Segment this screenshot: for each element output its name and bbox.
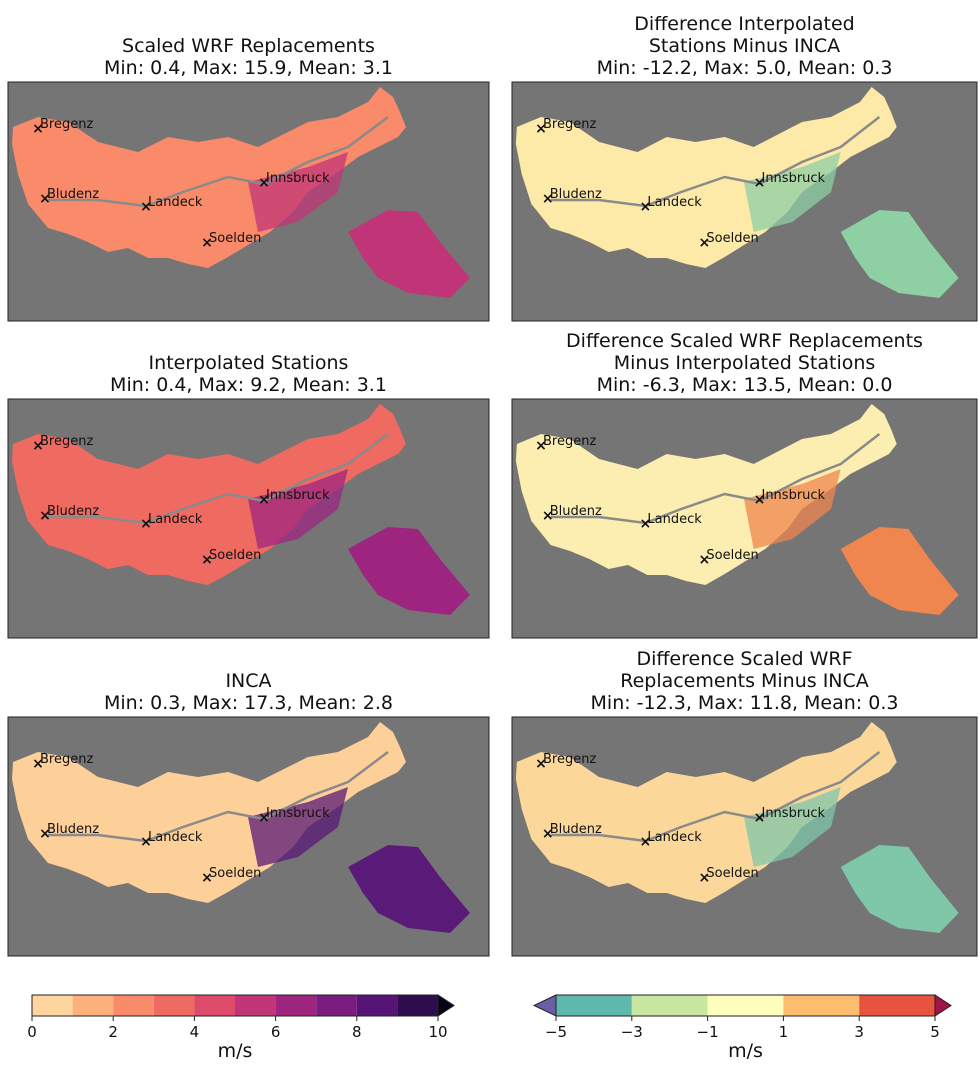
panel-title: Stations Minus INCA <box>649 35 840 57</box>
panel-title: Min: -12.3, Max: 11.8, Mean: 0.3 <box>591 692 899 714</box>
panel-title: Min: 0.4, Max: 9.2, Mean: 3.1 <box>110 374 387 396</box>
panel-title: Replacements Minus INCA <box>620 670 869 692</box>
station-label: Bludenz <box>47 187 99 202</box>
station-label: Innsbruck <box>761 488 825 503</box>
colorbar-segment <box>632 995 708 1016</box>
colorbar-tick-label: 10 <box>428 1023 447 1041</box>
station-label: Bludenz <box>550 504 602 519</box>
colorbar-segment <box>154 995 195 1016</box>
panel-title: Difference Interpolated <box>634 13 854 35</box>
colorbar-segment <box>235 995 276 1016</box>
colorbar-tick-label: 4 <box>190 1023 200 1041</box>
colorbar-label: m/s <box>728 1040 763 1062</box>
panel-title: Min: 0.3, Max: 17.3, Mean: 2.8 <box>104 692 393 714</box>
panel-title: Scaled WRF Replacements <box>122 35 375 57</box>
station-label: Bludenz <box>550 822 602 837</box>
colorbar-extend <box>438 995 454 1016</box>
station-label: Bregenz <box>40 752 93 767</box>
colorbar-segment <box>556 995 632 1016</box>
colorbar-tick-label: −3 <box>621 1023 643 1041</box>
colorbar-segment <box>708 995 784 1016</box>
station-label: Soelden <box>706 231 758 246</box>
station-label: Innsbruck <box>266 806 330 821</box>
colorbar-segment <box>783 995 859 1016</box>
colorbar-extend <box>935 995 951 1016</box>
station-label: Soelden <box>209 866 261 881</box>
station-label: Soelden <box>209 548 261 563</box>
panel-title: Min: -12.2, Max: 5.0, Mean: 0.3 <box>597 57 893 79</box>
station-label: Bludenz <box>47 504 99 519</box>
station-label: Innsbruck <box>266 171 330 186</box>
panel-title: INCA <box>225 670 271 692</box>
station-label: Landeck <box>148 830 203 845</box>
colorbar-segment <box>276 995 317 1016</box>
panel-title: Minus Interpolated Stations <box>614 352 876 374</box>
colorbar-segment <box>113 995 154 1016</box>
station-label: Innsbruck <box>761 806 825 821</box>
colorbar-tick-label: −1 <box>697 1023 719 1041</box>
colorbar-segment <box>73 995 114 1016</box>
station-label: Landeck <box>148 512 203 527</box>
panel-title: Interpolated Stations <box>149 352 349 374</box>
panel-title: Min: 0.4, Max: 15.9, Mean: 3.1 <box>104 57 393 79</box>
panel-title: Min: -6.3, Max: 13.5, Mean: 0.0 <box>597 374 893 396</box>
panel-title: Difference Scaled WRF <box>636 648 852 670</box>
station-label: Soelden <box>706 548 758 563</box>
colorbar-segment <box>316 995 357 1016</box>
station-label: Bregenz <box>543 117 596 132</box>
colorbar-segment <box>32 995 73 1016</box>
colorbar-label: m/s <box>218 1040 253 1062</box>
station-label: Soelden <box>209 231 261 246</box>
station-label: Innsbruck <box>761 171 825 186</box>
colorbar-tick-label: 5 <box>930 1023 940 1041</box>
station-label: Landeck <box>647 830 702 845</box>
station-label: Bregenz <box>40 434 93 449</box>
station-label: Bregenz <box>543 752 596 767</box>
station-label: Innsbruck <box>266 488 330 503</box>
colorbar-segment <box>194 995 235 1016</box>
colorbar-extend <box>534 995 556 1016</box>
colorbar-tick-label: 2 <box>108 1023 118 1041</box>
panel-title: Difference Scaled WRF Replacements <box>566 330 923 352</box>
station-label: Soelden <box>706 866 758 881</box>
colorbar-tick-label: 3 <box>854 1023 864 1041</box>
colorbar-tick-label: 8 <box>352 1023 362 1041</box>
colorbar-segment <box>859 995 935 1016</box>
colorbar-tick-label: 1 <box>779 1023 789 1041</box>
colorbar-tick-label: 0 <box>27 1023 37 1041</box>
station-label: Bregenz <box>40 117 93 132</box>
station-label: Landeck <box>148 195 203 210</box>
colorbar-segment <box>397 995 438 1016</box>
station-label: Bludenz <box>550 187 602 202</box>
colorbar-segment <box>357 995 398 1016</box>
station-label: Landeck <box>647 512 702 527</box>
station-label: Landeck <box>647 195 702 210</box>
station-label: Bregenz <box>543 434 596 449</box>
station-label: Bludenz <box>47 822 99 837</box>
colorbar-tick-label: −5 <box>545 1023 567 1041</box>
colorbar-tick-label: 6 <box>271 1023 281 1041</box>
figure: Scaled WRF ReplacementsMin: 0.4, Max: 15… <box>0 0 980 1067</box>
